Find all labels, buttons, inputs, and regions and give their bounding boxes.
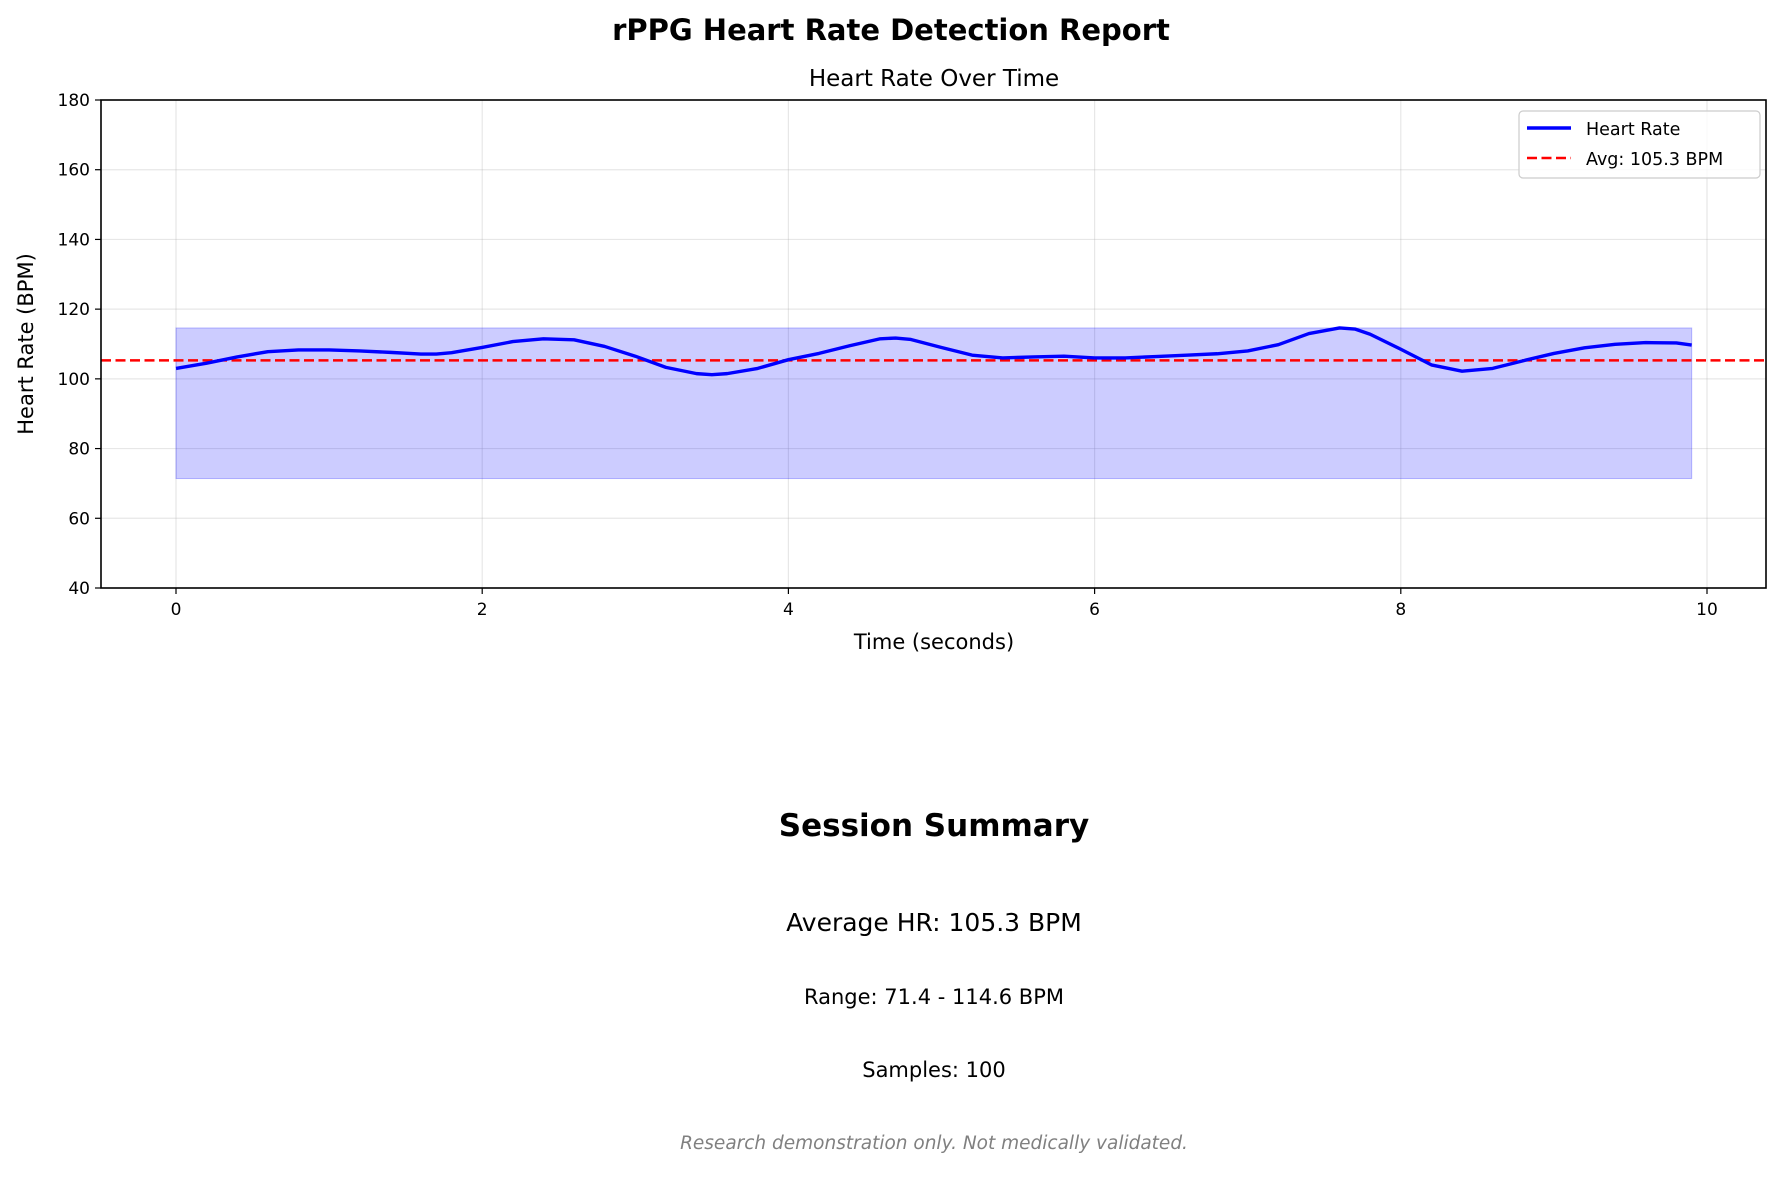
legend-label-heart-rate: Heart Rate xyxy=(1586,120,1680,140)
heart-rate-line xyxy=(175,326,1692,377)
plot-frame xyxy=(100,99,1767,589)
y-tick-label: 140 xyxy=(58,230,90,250)
x-axis-label: Time (seconds) xyxy=(853,630,1014,654)
y-tick-label: 100 xyxy=(58,370,90,390)
range-band xyxy=(175,327,1693,480)
chart-title: Heart Rate Over Time xyxy=(809,66,1059,92)
x-axis: 0 2 4 6 8 10 xyxy=(171,588,1718,620)
y-tick-label: 180 xyxy=(58,91,90,111)
y-tick-label: 80 xyxy=(68,440,90,460)
x-tick-label: 4 xyxy=(783,600,794,620)
y-tick-label: 120 xyxy=(58,300,90,320)
report-title: rPPG Heart Rate Detection Report xyxy=(612,13,1170,47)
legend-label-average: Avg: 105.3 BPM xyxy=(1586,150,1723,170)
y-axis: 40 60 80 100 120 140 160 180 xyxy=(58,91,101,599)
y-tick-label: 40 xyxy=(68,579,90,599)
x-tick-label: 10 xyxy=(1696,600,1718,620)
x-tick-label: 0 xyxy=(171,600,182,620)
disclaimer: Research demonstration only. Not medical… xyxy=(680,1133,1188,1154)
y-tick-label: 60 xyxy=(68,509,90,529)
legend: Heart Rate Avg: 105.3 BPM xyxy=(1518,110,1761,179)
summary-range: Range: 71.4 - 114.6 BPM xyxy=(804,985,1064,1009)
summary-title: Session Summary xyxy=(779,808,1089,844)
x-tick-label: 8 xyxy=(1395,600,1406,620)
x-tick-label: 2 xyxy=(477,600,488,620)
summary-samples: Samples: 100 xyxy=(862,1058,1006,1082)
x-tick-label: 6 xyxy=(1089,600,1100,620)
y-axis-label: Heart Rate (BPM) xyxy=(14,253,38,435)
legend-box xyxy=(1518,110,1761,179)
summary-average: Average HR: 105.3 BPM xyxy=(786,908,1082,937)
y-tick-label: 160 xyxy=(58,161,90,181)
